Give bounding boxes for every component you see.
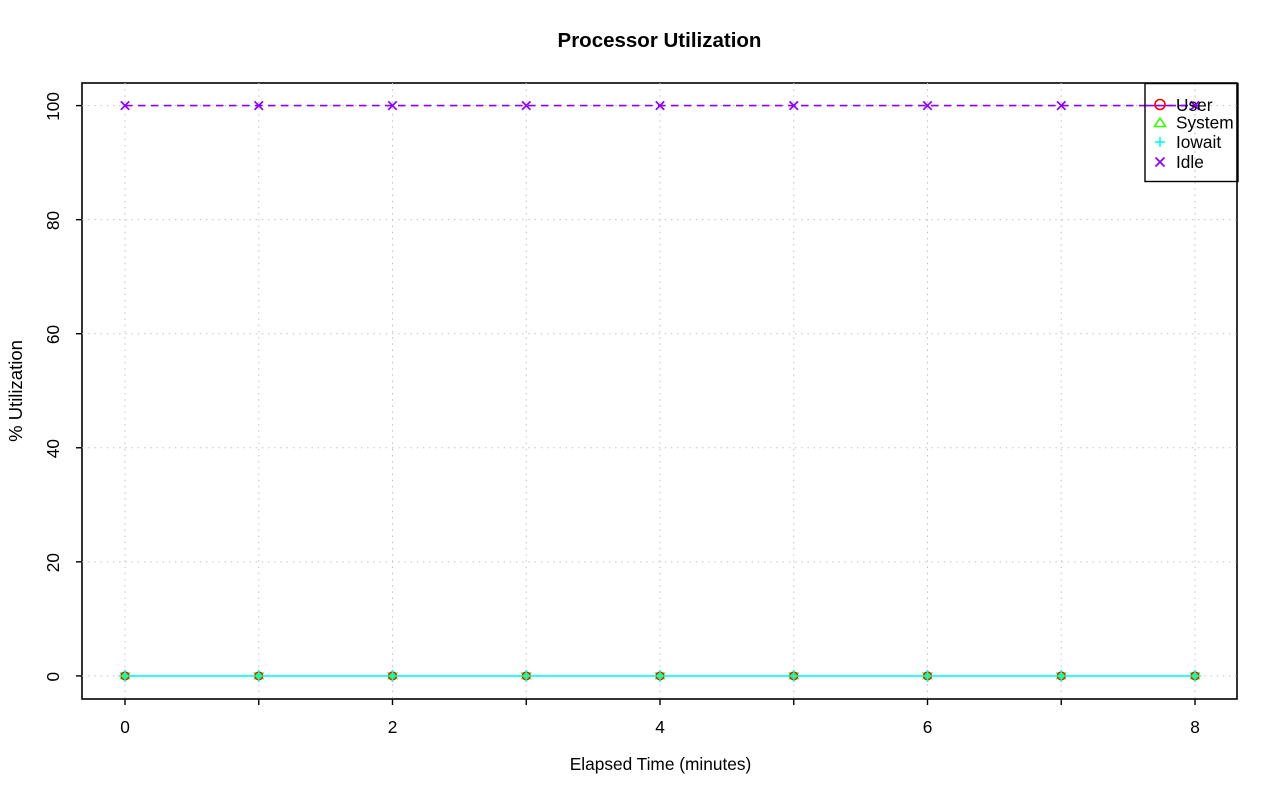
svg-text:8: 8	[1190, 717, 1200, 737]
svg-text:60: 60	[43, 325, 63, 344]
svg-text:0: 0	[120, 717, 130, 737]
svg-text:4: 4	[655, 717, 665, 737]
svg-text:100: 100	[43, 92, 63, 121]
svg-text:0: 0	[43, 672, 63, 682]
svg-text:40: 40	[43, 439, 63, 458]
svg-text:System: System	[1176, 113, 1234, 133]
svg-text:Iowait: Iowait	[1176, 132, 1221, 152]
svg-text:80: 80	[43, 211, 63, 230]
svg-text:Elapsed Time (minutes): Elapsed Time (minutes)	[570, 754, 752, 774]
svg-text:Processor Utilization: Processor Utilization	[558, 29, 762, 52]
svg-text:20: 20	[43, 553, 63, 572]
svg-text:6: 6	[923, 717, 933, 737]
svg-text:2: 2	[388, 717, 398, 737]
svg-text:% Utilization: % Utilization	[5, 340, 26, 442]
svg-text:Idle: Idle	[1176, 152, 1204, 172]
